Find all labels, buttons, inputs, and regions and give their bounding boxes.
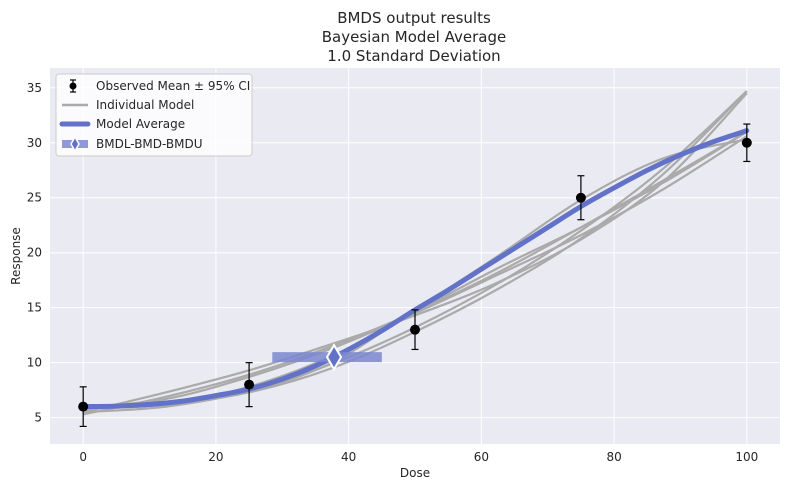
legend-box	[55, 73, 253, 157]
title-line-1: BMDS output results	[337, 9, 491, 27]
legend-label-bmd: BMDL-BMD-BMDU	[96, 137, 203, 151]
legend-item-bmd: BMDL-BMD-BMDU	[62, 135, 203, 153]
legend-label-individual: Individual Model	[96, 98, 194, 112]
x-axis-label: Dose	[400, 466, 430, 480]
legend-item-observed: Observed Mean ± 95% CI	[69, 79, 250, 93]
y-tick-label: 25	[27, 191, 42, 205]
y-tick-label: 20	[27, 246, 42, 260]
title-line-2: Bayesian Model Average	[322, 28, 506, 46]
individual-model-line	[82, 92, 748, 414]
legend-diamond-icon	[70, 135, 80, 153]
observed-means	[78, 123, 752, 428]
x-tick-label: 0	[79, 450, 87, 464]
y-axis-ticks: 5 10 15 20 25 30 35	[27, 81, 42, 425]
bmd-interval	[272, 343, 382, 372]
y-tick-label: 35	[27, 81, 42, 95]
x-tick-label: 80	[606, 450, 621, 464]
x-tick-label: 20	[208, 450, 223, 464]
legend-item-individual: Individual Model	[62, 98, 194, 112]
x-axis-ticks: 0 20 40 60 80 100	[79, 450, 758, 464]
grid-lines	[50, 68, 780, 444]
y-tick-label: 5	[34, 411, 42, 425]
y-tick-label: 15	[27, 301, 42, 315]
legend: Observed Mean ± 95% CI Individual Model …	[55, 73, 253, 157]
observed-point	[78, 401, 89, 412]
legend-item-average: Model Average	[59, 117, 185, 131]
y-tick-label: 10	[27, 356, 42, 370]
legend-marker-icon	[69, 82, 77, 90]
y-tick-label: 30	[27, 136, 42, 150]
title-line-3: 1.0 Standard Deviation	[327, 47, 500, 65]
observed-point	[575, 192, 586, 203]
chart-title: BMDS output results Bayesian Model Avera…	[322, 9, 506, 65]
observed-point	[410, 324, 420, 335]
legend-label-observed: Observed Mean ± 95% CI	[96, 79, 250, 93]
x-tick-label: 60	[474, 450, 489, 464]
x-tick-label: 100	[735, 450, 758, 464]
observed-point	[244, 379, 255, 390]
observed-point	[741, 137, 752, 148]
legend-label-average: Model Average	[96, 117, 185, 131]
x-tick-label: 40	[341, 450, 356, 464]
bmd-point-marker	[325, 343, 343, 372]
y-axis-label: Response	[9, 227, 23, 285]
